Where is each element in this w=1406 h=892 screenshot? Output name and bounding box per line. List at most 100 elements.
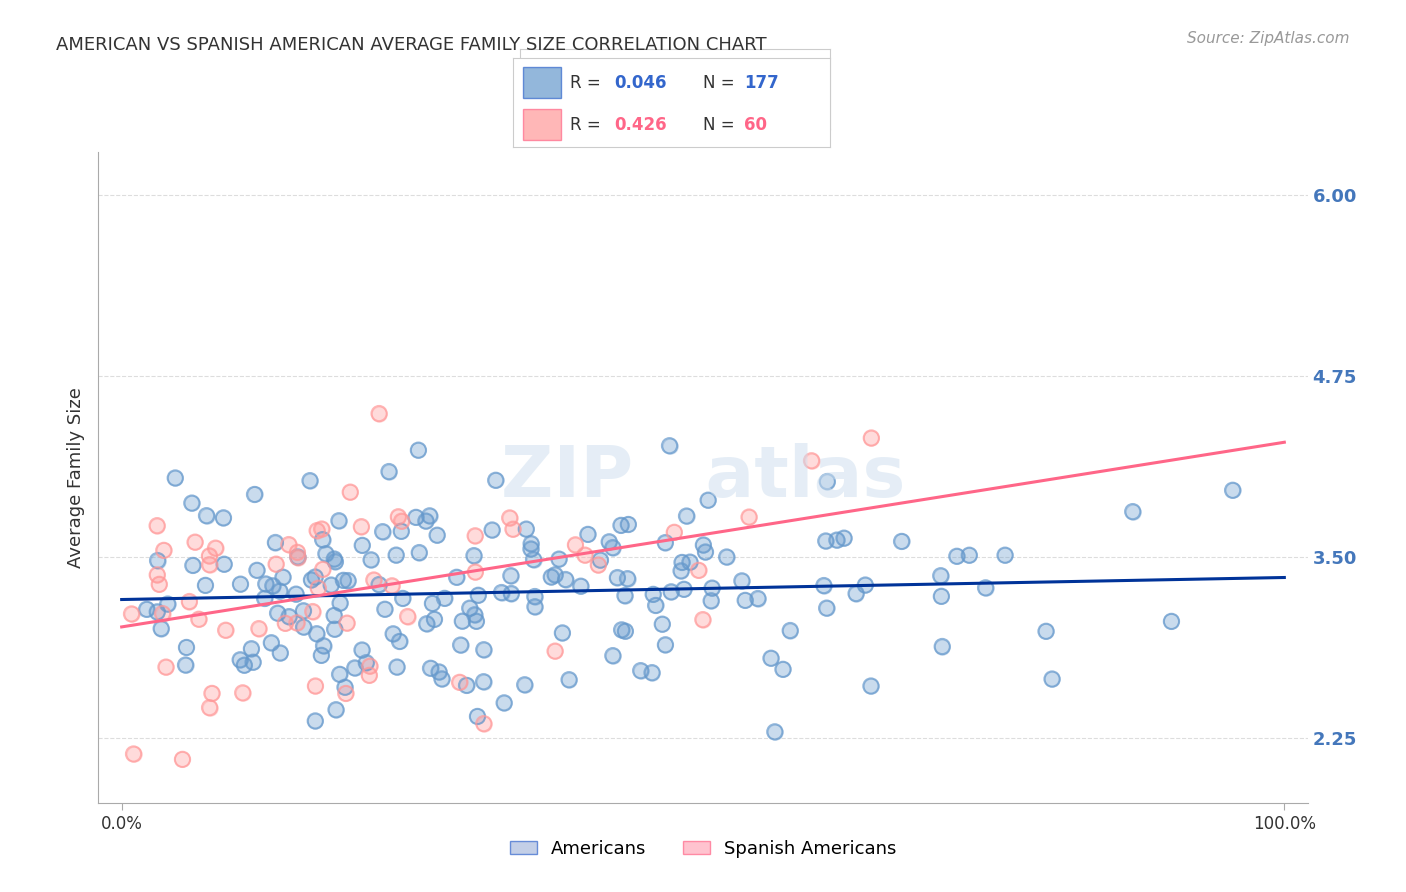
Point [716,549,738,564]
Point [328,514,350,528]
Point [616,572,638,586]
Point [304,714,326,728]
Point [278,609,301,624]
Point [574,548,596,562]
Point [520,541,543,556]
Point [692,613,714,627]
Point [481,523,503,537]
Point [472,642,495,657]
Point [540,570,562,584]
Point [451,614,474,628]
Point [576,527,599,541]
Point [450,638,472,652]
Point [672,582,695,597]
Point [194,578,217,592]
Point [408,545,430,559]
Point [522,552,544,566]
Point [212,558,235,572]
Point [630,664,652,678]
Point [651,617,673,632]
Point [152,543,174,558]
Point [554,573,576,587]
Point [356,656,378,670]
Point [374,602,396,616]
Point [994,548,1017,562]
Point [328,514,350,528]
Point [472,716,495,731]
Point [643,587,665,601]
Point [523,590,546,604]
Point [890,534,912,549]
Point [307,524,329,538]
Point [323,622,346,636]
Point [152,607,174,621]
Point [463,549,485,563]
Point [174,658,197,673]
Point [664,525,686,540]
Point [700,581,723,595]
Point [243,487,266,501]
Point [229,653,252,667]
Point [323,622,346,636]
Point [174,658,197,673]
Point [449,675,471,690]
Point [122,747,145,761]
Point [329,667,352,681]
Point [860,431,883,445]
Point [269,584,291,599]
Point [352,538,374,552]
Point [332,574,354,588]
Point [339,485,361,500]
Point [350,643,373,657]
Point [240,641,263,656]
Point [214,624,236,638]
Point [515,522,537,536]
Point [464,529,486,543]
Point [610,623,633,637]
Point [472,716,495,731]
Point [800,454,823,468]
Point [779,624,801,638]
Point [233,658,256,673]
Point [610,623,633,637]
Point [426,528,449,542]
Point [187,612,209,626]
Point [675,509,697,524]
Point [298,474,321,488]
Text: Source: ZipAtlas.com: Source: ZipAtlas.com [1187,31,1350,46]
Point [544,567,567,582]
Point [292,620,315,634]
Point [260,636,283,650]
Point [323,608,346,623]
Point [323,552,346,566]
Point [598,534,620,549]
Point [931,640,953,654]
Y-axis label: Average Family Size: Average Family Size [66,387,84,567]
Point [664,525,686,540]
Point [700,593,723,607]
Point [307,524,329,538]
Point [617,517,640,532]
Point [598,534,620,549]
Point [311,522,333,536]
Point [614,624,637,639]
Point [385,548,408,562]
Point [815,475,838,489]
Point [325,555,347,569]
Point [589,553,612,567]
Point [832,531,855,545]
Point [304,679,326,693]
Point [738,510,761,524]
Point [391,591,413,606]
Point [890,534,912,549]
Point [467,709,489,723]
Point [371,524,394,539]
Point [548,552,571,566]
Point [204,541,226,556]
Point [472,642,495,657]
Point [122,747,145,761]
Point [464,607,486,622]
Point [929,568,952,582]
Point [491,585,513,599]
Point [329,596,352,610]
